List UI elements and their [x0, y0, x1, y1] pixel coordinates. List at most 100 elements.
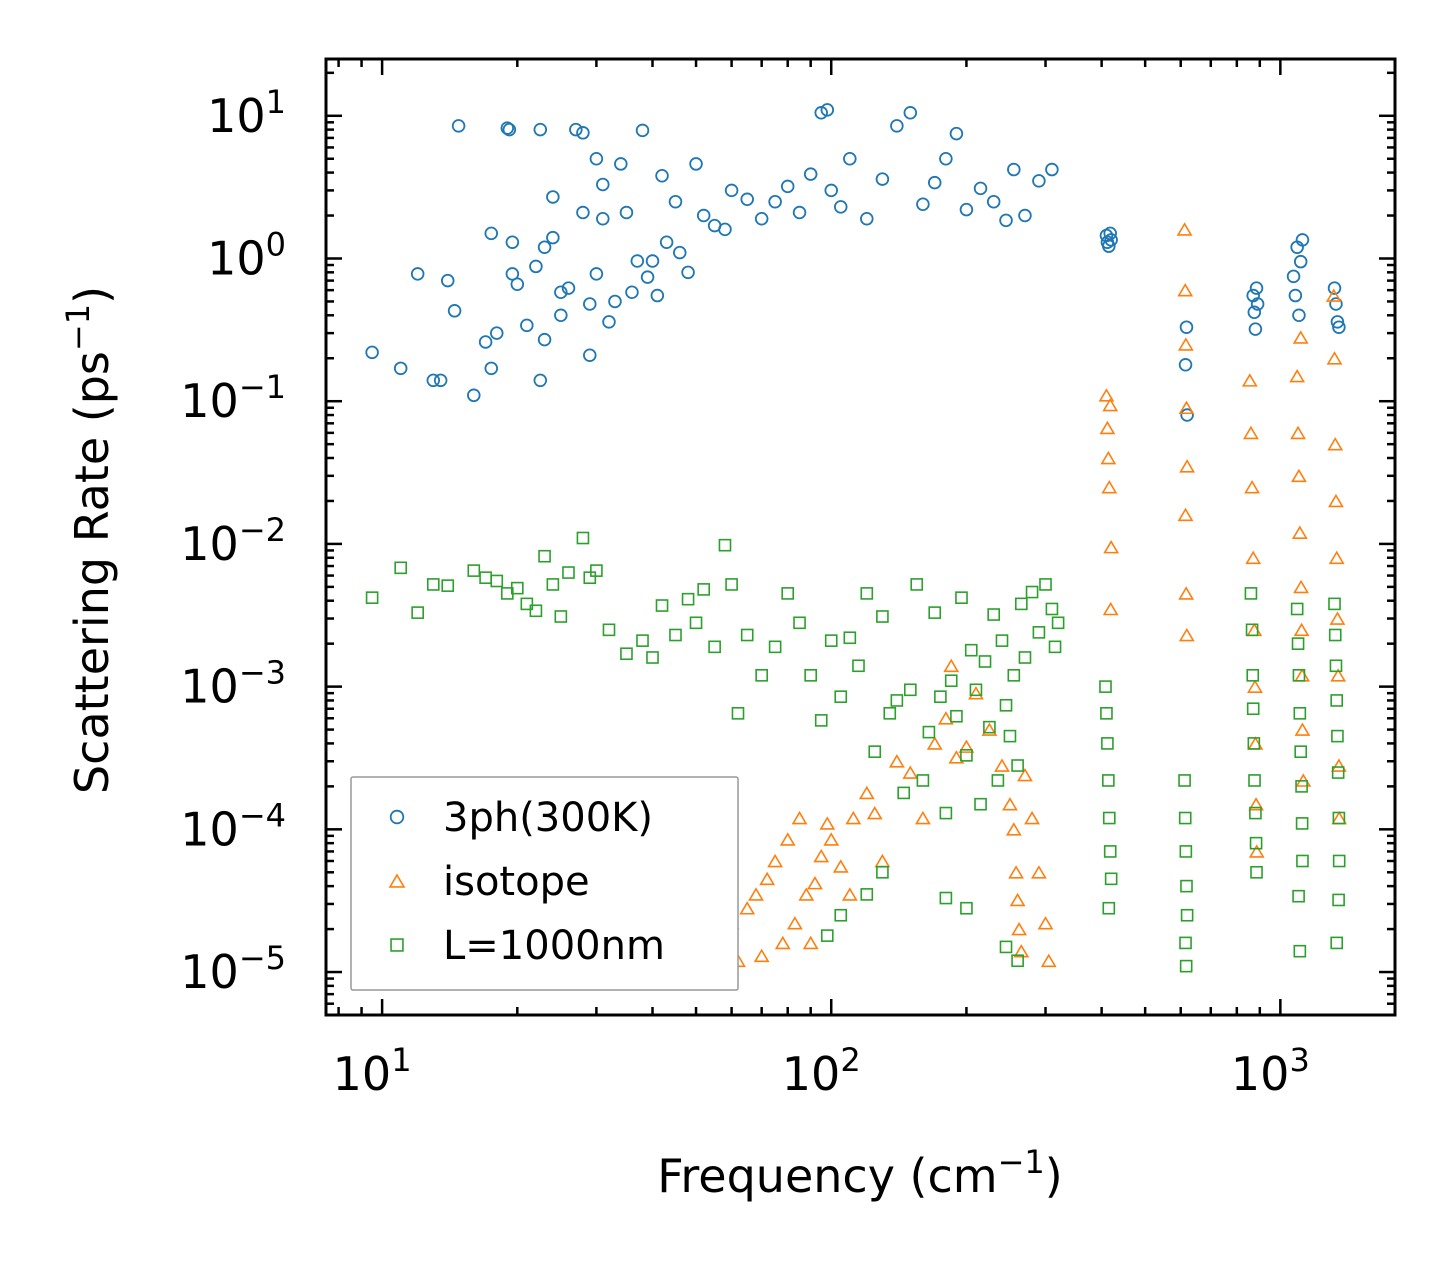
data-point: [1102, 811, 1116, 825]
data-point: [1045, 162, 1059, 177]
data-point: [696, 208, 711, 223]
data-point: [959, 202, 974, 217]
data-point: [1330, 315, 1345, 329]
data-point: [725, 578, 738, 591]
data-point: [1295, 233, 1310, 247]
legend-label: isotope: [443, 859, 590, 905]
data-point: [1330, 936, 1344, 950]
data-point: [1102, 239, 1116, 253]
data-point: [1104, 233, 1118, 247]
data-point: [843, 631, 857, 645]
data-point: [1099, 420, 1116, 435]
data-point: [669, 628, 682, 642]
data-point: [768, 640, 782, 654]
data-point: [490, 574, 504, 588]
data-point: [596, 211, 610, 226]
data-point: [410, 267, 425, 281]
data-point: [1325, 288, 1342, 302]
data-point: [739, 901, 756, 915]
data-point: [441, 579, 455, 592]
data-point: [1250, 297, 1265, 311]
data-point: [1329, 297, 1343, 311]
data-point: [868, 745, 882, 759]
data-point: [1024, 810, 1040, 825]
data-point: [813, 848, 830, 863]
data-point: [1293, 254, 1308, 269]
data-point: [1247, 305, 1262, 320]
data-point: [478, 335, 493, 349]
data-point: [824, 183, 838, 198]
data-point: [1051, 616, 1065, 630]
data-point: [1099, 680, 1112, 693]
data-point: [1332, 320, 1346, 334]
data-point: [1017, 767, 1033, 782]
data-point: [1250, 865, 1263, 879]
data-point: [1177, 337, 1194, 351]
data-point: [820, 103, 835, 117]
data-point: [1290, 425, 1306, 440]
data-point: [1007, 162, 1021, 177]
data-point: [986, 194, 1001, 209]
data-point: [740, 192, 754, 207]
data-point: [447, 304, 462, 318]
data-point: [759, 871, 776, 886]
data-point: [1295, 780, 1308, 793]
data-point: [576, 531, 590, 545]
data-point: [467, 564, 481, 577]
data-point: [1180, 879, 1193, 893]
data-point: [1330, 694, 1344, 707]
data-point: [1296, 854, 1309, 868]
data-point: [1045, 602, 1059, 616]
data-point: [916, 774, 930, 787]
data-point: [1288, 288, 1303, 303]
data-point: [1293, 706, 1307, 720]
data-point: [546, 190, 560, 204]
data-point: [1291, 468, 1307, 483]
data-point: [645, 254, 660, 268]
data-point: [1245, 550, 1262, 565]
data-point: [824, 634, 838, 647]
data-point: [708, 640, 721, 654]
data-point: [365, 591, 379, 605]
data-point: [1328, 493, 1344, 508]
data-point: [520, 318, 534, 333]
data-point: [1011, 921, 1027, 936]
data-point: [876, 610, 889, 623]
y-tick-label: 10−2: [180, 511, 286, 571]
data-point: [1178, 400, 1195, 415]
data-point: [1179, 320, 1194, 334]
data-point: [718, 222, 732, 237]
data-point: [858, 785, 875, 800]
data-point: [630, 254, 645, 268]
data-point: [1332, 893, 1345, 907]
legend-box: [350, 776, 739, 991]
data-point: [554, 308, 568, 323]
data-point: [748, 887, 764, 901]
data-point: [939, 891, 953, 905]
data-point: [1032, 626, 1046, 639]
y-tick-label: 10−5: [180, 939, 286, 999]
data-point: [1103, 539, 1120, 554]
data-point: [1292, 330, 1309, 344]
data-point: [926, 736, 943, 750]
data-point: [1177, 283, 1194, 297]
data-point: [943, 658, 960, 673]
data-point: [834, 690, 848, 704]
data-point: [1332, 854, 1346, 868]
data-point: [625, 285, 639, 300]
data-point: [928, 606, 942, 619]
data-point: [596, 177, 610, 192]
data-point: [866, 805, 883, 820]
series-3: [365, 531, 1346, 973]
data-point: [845, 810, 862, 825]
data-point: [1244, 587, 1258, 600]
data-point: [655, 599, 669, 612]
data-point: [1243, 425, 1259, 440]
data-point: [804, 668, 818, 682]
data-point: [1005, 822, 1022, 836]
data-point: [1286, 269, 1301, 284]
data-point: [843, 151, 857, 166]
data-point: [876, 865, 889, 879]
data-point: [781, 587, 795, 600]
y-tick-label: 100: [207, 225, 286, 285]
